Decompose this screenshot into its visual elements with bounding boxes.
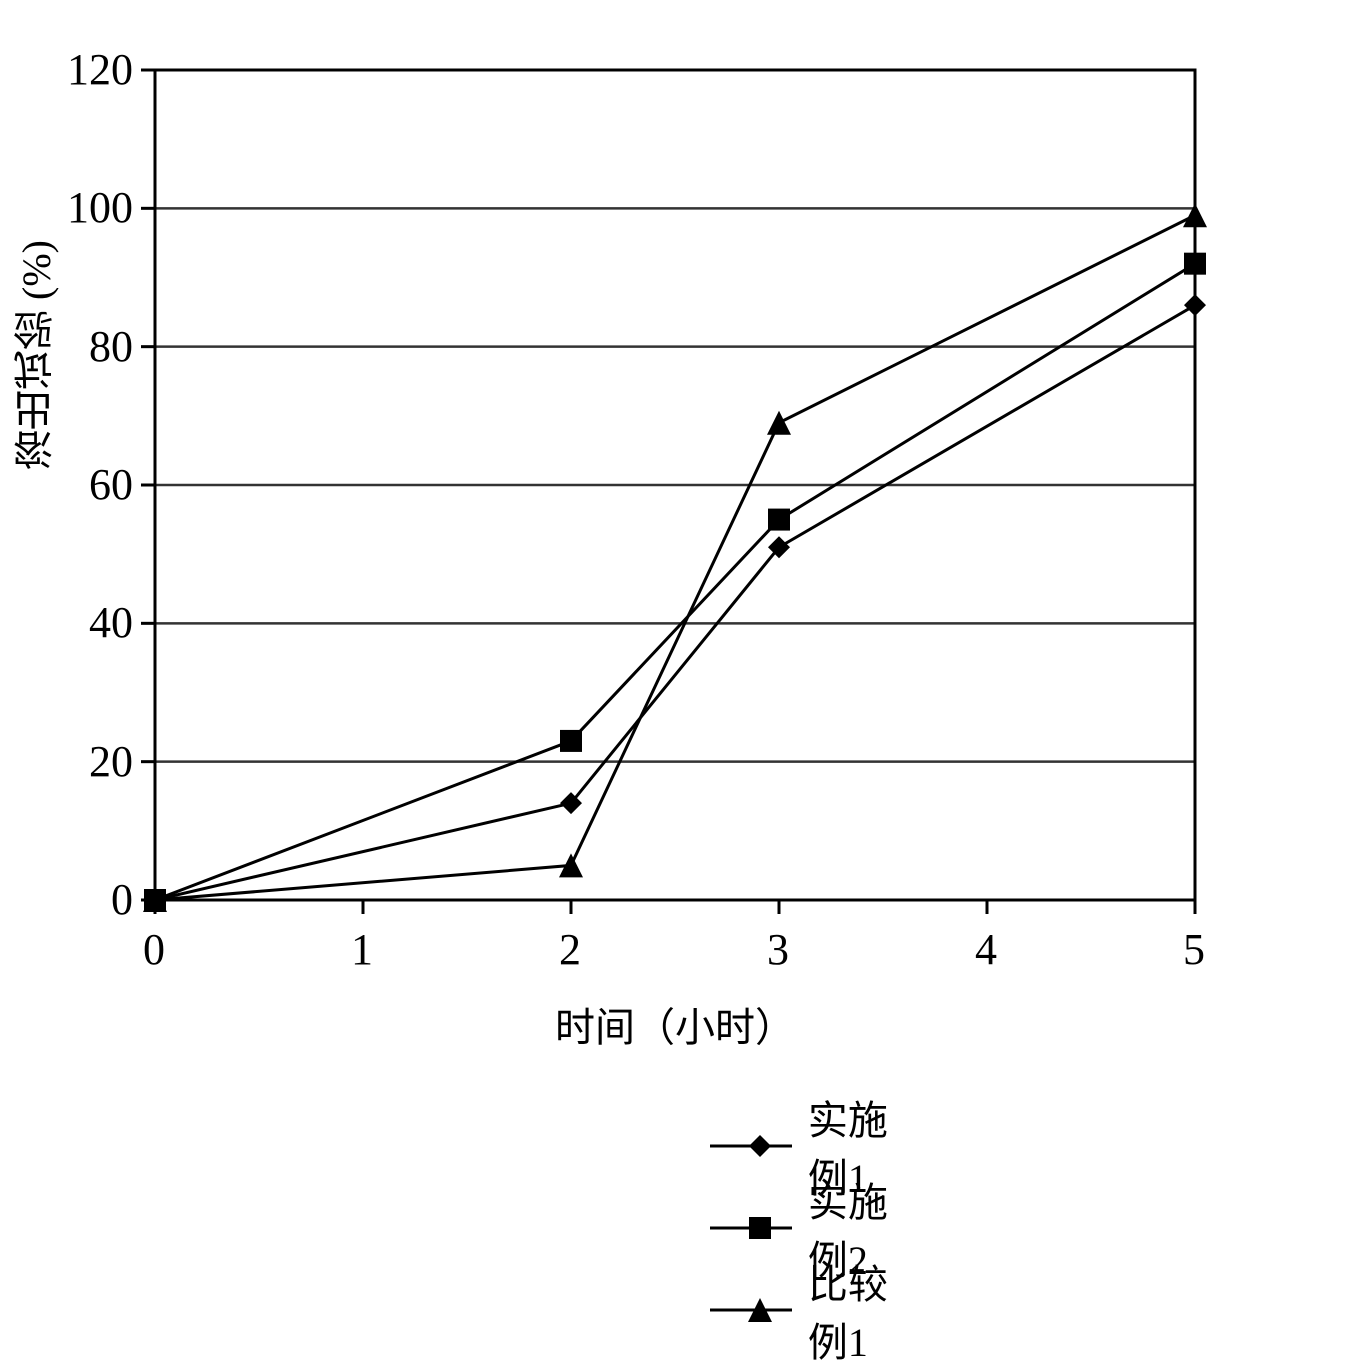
chart-svg <box>0 0 1355 1310</box>
x-tick-label: 5 <box>1183 924 1205 975</box>
y-tick-label: 80 <box>89 321 133 372</box>
y-tick-label: 100 <box>67 182 133 233</box>
legend-symbol <box>710 1126 792 1166</box>
y-tick-label: 120 <box>67 44 133 95</box>
legend-item: 比较例1 <box>710 1252 896 1368</box>
x-tick-label: 1 <box>351 924 373 975</box>
legend-label: 比较例1 <box>808 1252 896 1368</box>
x-tick-label: 4 <box>975 924 997 975</box>
x-axis-label: 时间（小时） <box>555 995 795 1053</box>
stage: 020406080100120 012345 溶出试验 (%) 时间（小时） 实… <box>0 0 1355 1310</box>
legend-symbol <box>710 1290 792 1330</box>
x-tick-label: 0 <box>143 924 165 975</box>
legend-symbol <box>710 1208 792 1248</box>
y-tick-label: 20 <box>89 736 133 787</box>
y-tick-label: 60 <box>89 459 133 510</box>
y-tick-label: 40 <box>89 597 133 648</box>
x-tick-label: 3 <box>767 924 789 975</box>
y-tick-label: 0 <box>111 874 133 925</box>
x-tick-label: 2 <box>559 924 581 975</box>
y-axis-label: 溶出试验 (%) <box>8 150 66 470</box>
